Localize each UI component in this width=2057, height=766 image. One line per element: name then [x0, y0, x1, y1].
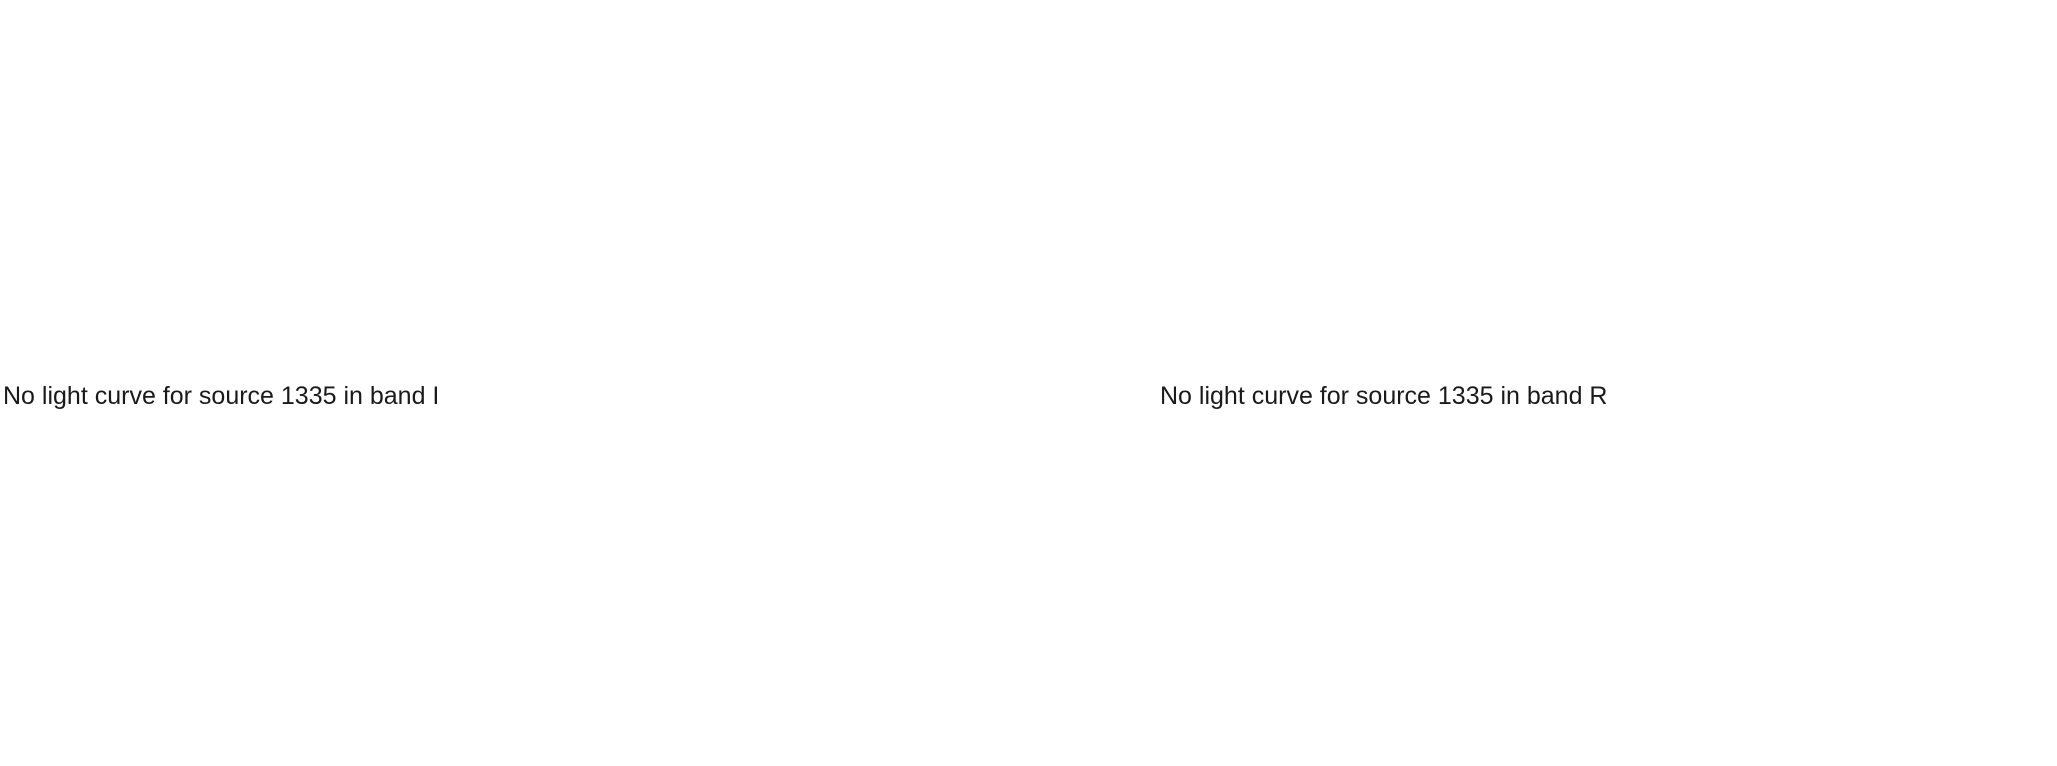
panel-band-i: No light curve for source 1335 in band I [0, 0, 650, 760]
no-lightcurve-message-band-i: No light curve for source 1335 in band I [3, 382, 440, 410]
panel-band-v: 1335 V 0.00.51.01.52.0 13.8513.95 [1300, 0, 2057, 760]
panel-band-r: No light curve for source 1335 in band R [650, 0, 1607, 760]
no-lightcurve-message-band-r: No light curve for source 1335 in band R [1160, 382, 1608, 410]
